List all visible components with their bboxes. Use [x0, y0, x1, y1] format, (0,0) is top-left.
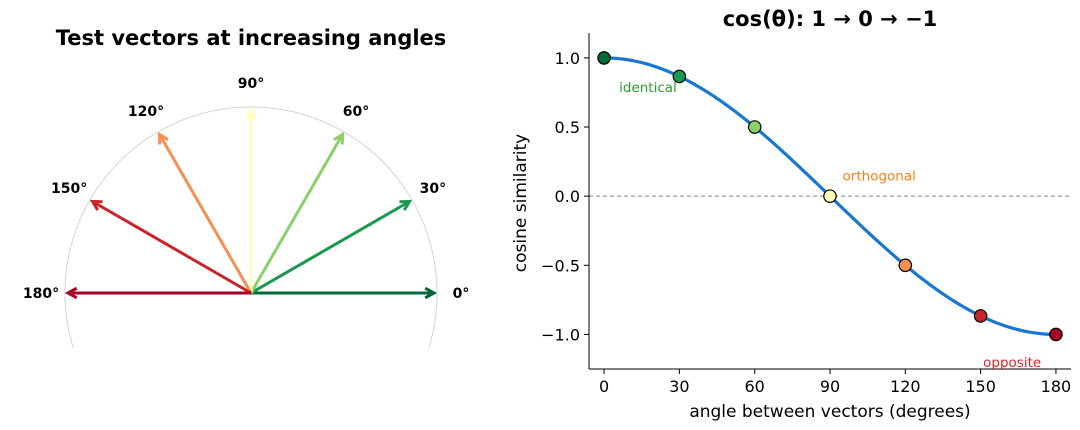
x-tick-label: 0	[599, 377, 609, 396]
vector-90: 90°	[238, 76, 264, 293]
vector-180: 180°	[23, 286, 251, 302]
vector-shaft	[91, 200, 252, 295]
annotation-label: identical	[619, 80, 677, 96]
vector-angle-label: 180°	[23, 286, 59, 302]
x-axis-label: angle between vectors (degrees)	[689, 402, 970, 422]
vector-arrowhead	[424, 286, 438, 300]
x-tick-label: 150	[965, 377, 996, 396]
data-points	[597, 51, 1063, 342]
x-tick-label: 60	[745, 377, 765, 396]
data-point	[898, 258, 913, 273]
x-tick-label: 120	[890, 377, 921, 396]
vector-arrowhead	[64, 286, 78, 300]
y-axis-label: cosine similarity	[511, 134, 531, 272]
y-axis-ticks: 1.0 0.5 0.0 −0.5 −1.0	[541, 49, 589, 344]
vector-angle-label: 90°	[238, 76, 264, 92]
vector-angle-label: 60°	[343, 104, 369, 120]
vector-arrowhead	[89, 199, 103, 211]
data-point	[747, 120, 762, 134]
cosine-chart-panel: cos(θ): 1 → 0 → −1 0 30 60 90 120 150 180 1.0 0…	[511, 7, 1071, 422]
vector-0: 0°	[251, 286, 469, 302]
vector-120: 120°	[128, 104, 253, 294]
data-point	[1049, 327, 1063, 342]
vector-arrowhead	[157, 131, 169, 145]
vector-arrowhead	[244, 106, 258, 120]
vector-shaft	[158, 133, 253, 294]
data-point	[597, 51, 611, 65]
y-tick-label: 0.0	[555, 187, 580, 206]
data-point	[823, 189, 837, 203]
y-tick-label: −0.5	[541, 256, 580, 275]
vector-arrows: 0° 30° 60° 90° 120° 150° 180°	[23, 76, 469, 302]
vector-angle-label: 30°	[420, 181, 446, 197]
annotation-label: orthogonal	[843, 168, 916, 184]
vector-30: 30°	[250, 181, 446, 295]
vector-shaft	[250, 200, 411, 295]
x-axis-ticks: 0 30 60 90 120 150 180	[599, 369, 1071, 396]
vector-angle-label: 150°	[51, 181, 87, 197]
vector-arrowhead	[333, 131, 345, 145]
x-tick-label: 90	[820, 377, 840, 396]
y-tick-label: 1.0	[555, 49, 580, 68]
vector-angle-label: 120°	[128, 104, 164, 120]
vector-shaft	[249, 133, 344, 294]
vector-arrowhead	[399, 199, 413, 211]
annotation-label: opposite	[983, 355, 1041, 371]
vector-diagram-panel: Test vectors at increasing angles 0° 30° 6…	[23, 26, 469, 349]
vector-diagram-title: Test vectors at increasing angles	[56, 26, 447, 50]
data-point	[672, 69, 687, 84]
x-tick-label: 30	[669, 377, 689, 396]
y-tick-label: 0.5	[555, 118, 580, 137]
vector-angle-label: 0°	[453, 286, 470, 302]
vector-60: 60°	[249, 104, 369, 294]
x-tick-label: 180	[1041, 377, 1072, 396]
vector-150: 150°	[51, 181, 252, 295]
y-tick-label: −1.0	[541, 325, 580, 344]
annotations: identical orthogonal opposite	[619, 80, 1041, 371]
chart-title: cos(θ): 1 → 0 → −1	[723, 7, 938, 31]
data-point	[973, 309, 988, 323]
